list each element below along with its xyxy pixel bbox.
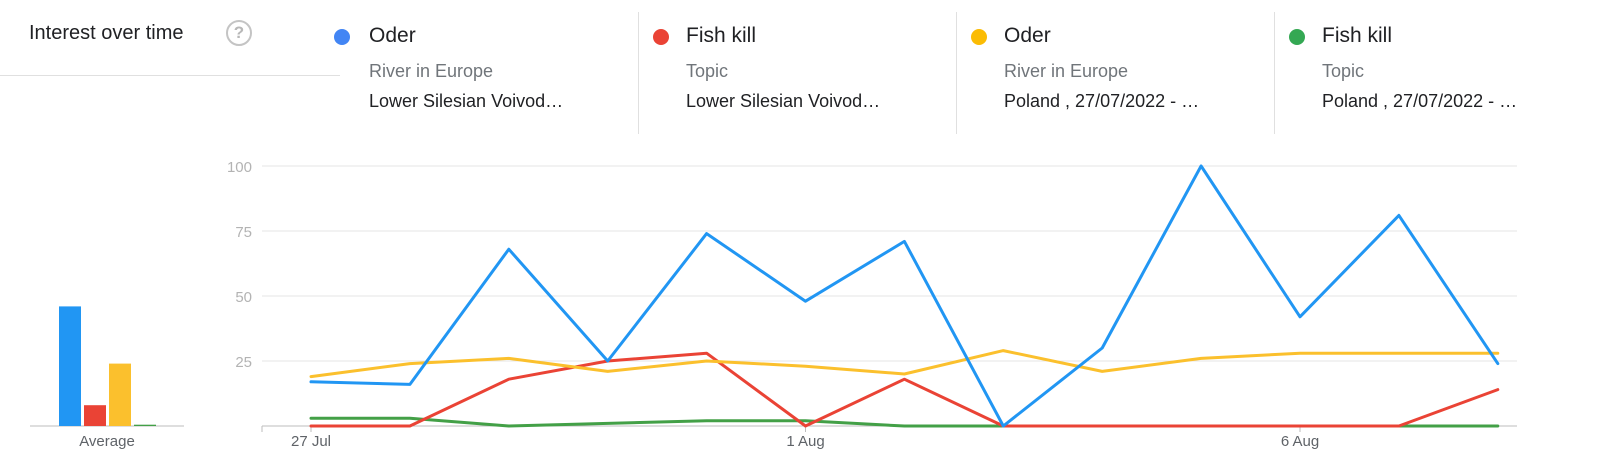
chart-title: Interest over time	[29, 22, 184, 44]
y-tick-label: 100	[227, 159, 252, 176]
legend-region: Lower Silesian Voivod…	[369, 91, 564, 111]
average-bar-2	[84, 405, 106, 426]
y-tick-label: 75	[235, 224, 252, 241]
y-tick-label: 50	[235, 289, 252, 306]
series-line-3	[309, 349, 1500, 379]
legend-item-oder-lower-silesian[interactable]: Oder River in Europe Lower Silesian Voiv…	[334, 0, 659, 138]
legend-item-fish-kill-poland[interactable]: Fish kill Topic Poland , 27/07/2022 - …	[1274, 0, 1599, 138]
legend-region: Poland , 27/07/2022 - …	[1322, 91, 1518, 111]
x-tick-label: 6 Aug	[1281, 433, 1319, 450]
legend-color-dot	[1289, 29, 1305, 45]
legend-type: River in Europe	[1004, 61, 1129, 81]
help-circle-icon[interactable]: ?	[226, 20, 252, 46]
legend-type: River in Europe	[369, 61, 494, 81]
legend-term: Oder	[1004, 24, 1051, 47]
average-bar-1	[59, 306, 81, 426]
legend-color-dot	[334, 29, 350, 45]
legend-term: Fish kill	[1322, 24, 1393, 47]
average-bar-3	[109, 363, 131, 426]
legend-divider	[638, 12, 639, 134]
legend-term: Fish kill	[686, 24, 757, 47]
x-tick-label: 27 Jul	[291, 433, 331, 450]
legend-region: Poland , 27/07/2022 - …	[1004, 91, 1200, 111]
legend-term: Oder	[369, 24, 416, 47]
series-line-2	[309, 351, 1500, 428]
legend-item-oder-poland[interactable]: Oder River in Europe Poland , 27/07/2022…	[956, 0, 1281, 138]
legend-item-fish-kill-lower-silesian[interactable]: Fish kill Topic Lower Silesian Voivod…	[638, 0, 963, 138]
x-tick-label: 1 Aug	[786, 433, 824, 450]
legend-color-dot	[653, 29, 669, 45]
legend-divider	[956, 12, 957, 134]
legend-region: Lower Silesian Voivod…	[686, 91, 881, 111]
average-label: Average	[79, 433, 135, 450]
legend-type: Topic	[1322, 61, 1365, 81]
average-bar-4	[134, 424, 156, 426]
legend-divider	[1274, 12, 1275, 134]
legend-type: Topic	[686, 61, 729, 81]
title-section: Interest over time ?	[0, 0, 340, 76]
legend-color-dot	[971, 29, 987, 45]
series-line-4	[309, 416, 1500, 428]
series-line-1	[309, 164, 1500, 428]
y-tick-label: 25	[235, 354, 252, 371]
